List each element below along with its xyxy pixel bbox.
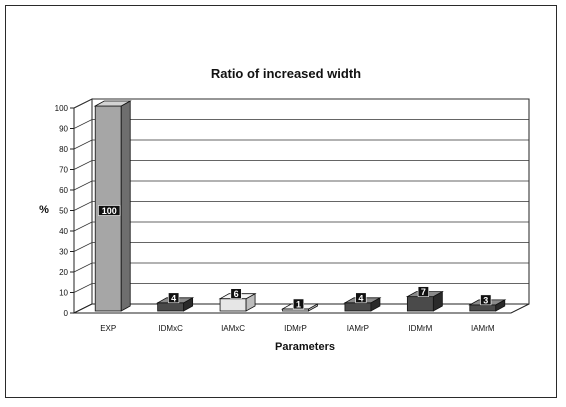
data-label-box xyxy=(230,288,242,300)
y-axis-label: % xyxy=(39,204,49,216)
bar-side xyxy=(120,100,131,312)
y-tick-label: 40 xyxy=(59,227,68,236)
data-label: 4 xyxy=(171,293,176,303)
gridline xyxy=(73,180,529,191)
bars-layer: 100 4 6 1 4 7 3 xyxy=(93,100,507,312)
y-tick-label: 80 xyxy=(59,145,68,154)
gridline xyxy=(73,242,529,252)
bar-idmxc: 4 xyxy=(156,292,195,312)
y-tick-label: 50 xyxy=(59,207,68,216)
gridline xyxy=(73,139,529,150)
gridline xyxy=(73,283,529,293)
gridline xyxy=(73,201,529,211)
gridline xyxy=(73,119,529,129)
chart-frame: Ratio of increased width 0 10 20 30 40 50 60 70… xyxy=(5,5,557,398)
bar-front xyxy=(219,298,247,312)
x-category-label: IDMrP xyxy=(284,324,307,333)
y-tick-labels: 0 10 20 30 40 50 60 70 80 90 100 xyxy=(55,104,74,318)
y-tick-label: 60 xyxy=(59,186,68,195)
data-label: 100 xyxy=(102,206,117,216)
chart-title: Ratio of increased width xyxy=(211,66,361,81)
data-label-box xyxy=(480,294,492,306)
gridline xyxy=(73,160,529,170)
data-label-box xyxy=(417,286,429,297)
data-label: 3 xyxy=(483,295,488,305)
bar-iamrp: 4 xyxy=(343,292,382,312)
x-category-label: IAMxC xyxy=(221,324,245,333)
bar-exp: 100 xyxy=(93,100,132,312)
bar-chart: Ratio of increased width 010203040506070… xyxy=(39,66,530,353)
y-tick-label: 70 xyxy=(59,166,68,175)
x-category-label: EXP xyxy=(100,324,116,333)
bar-front xyxy=(469,304,497,312)
bar-top xyxy=(93,100,132,107)
bar-iamxc: 6 xyxy=(218,288,257,312)
bar-front xyxy=(406,296,434,312)
x-category-label: IAMrP xyxy=(347,324,369,333)
y-tick-label: 0 xyxy=(64,309,69,318)
x-axis-label: Parameters xyxy=(275,341,335,353)
data-label: 1 xyxy=(296,299,301,309)
data-label-box xyxy=(355,292,367,304)
data-label-box xyxy=(98,205,121,216)
data-label-box xyxy=(168,292,180,304)
bar-idmrp: 1 xyxy=(280,298,320,312)
bar-idmrm: 7 xyxy=(405,286,444,312)
bar-front xyxy=(157,302,185,312)
y-tick-label: 90 xyxy=(59,125,68,134)
bar-iamrm: 3 xyxy=(468,294,507,312)
x-category-label: IAMrM xyxy=(471,324,495,333)
data-label: 7 xyxy=(421,287,426,297)
y-tick-label: 30 xyxy=(59,248,68,257)
grid-layer xyxy=(73,98,530,314)
bar-front xyxy=(344,302,372,312)
gridline xyxy=(73,262,529,273)
x-category-label: IDMxC xyxy=(158,324,183,333)
x-category-label: IDMrM xyxy=(408,324,432,333)
y-tick-label: 20 xyxy=(59,268,68,277)
data-label: 4 xyxy=(358,293,363,303)
y-tick-label: 10 xyxy=(59,289,68,298)
data-label: 6 xyxy=(234,289,239,299)
x-category-labels: EXP IDMxC IAMxC IDMrP IAMrP IDMrM IAMrM xyxy=(100,324,495,333)
gridline xyxy=(73,98,529,109)
data-label-box xyxy=(292,298,305,310)
y-tick-label: 100 xyxy=(55,104,69,113)
gridline xyxy=(73,221,529,232)
